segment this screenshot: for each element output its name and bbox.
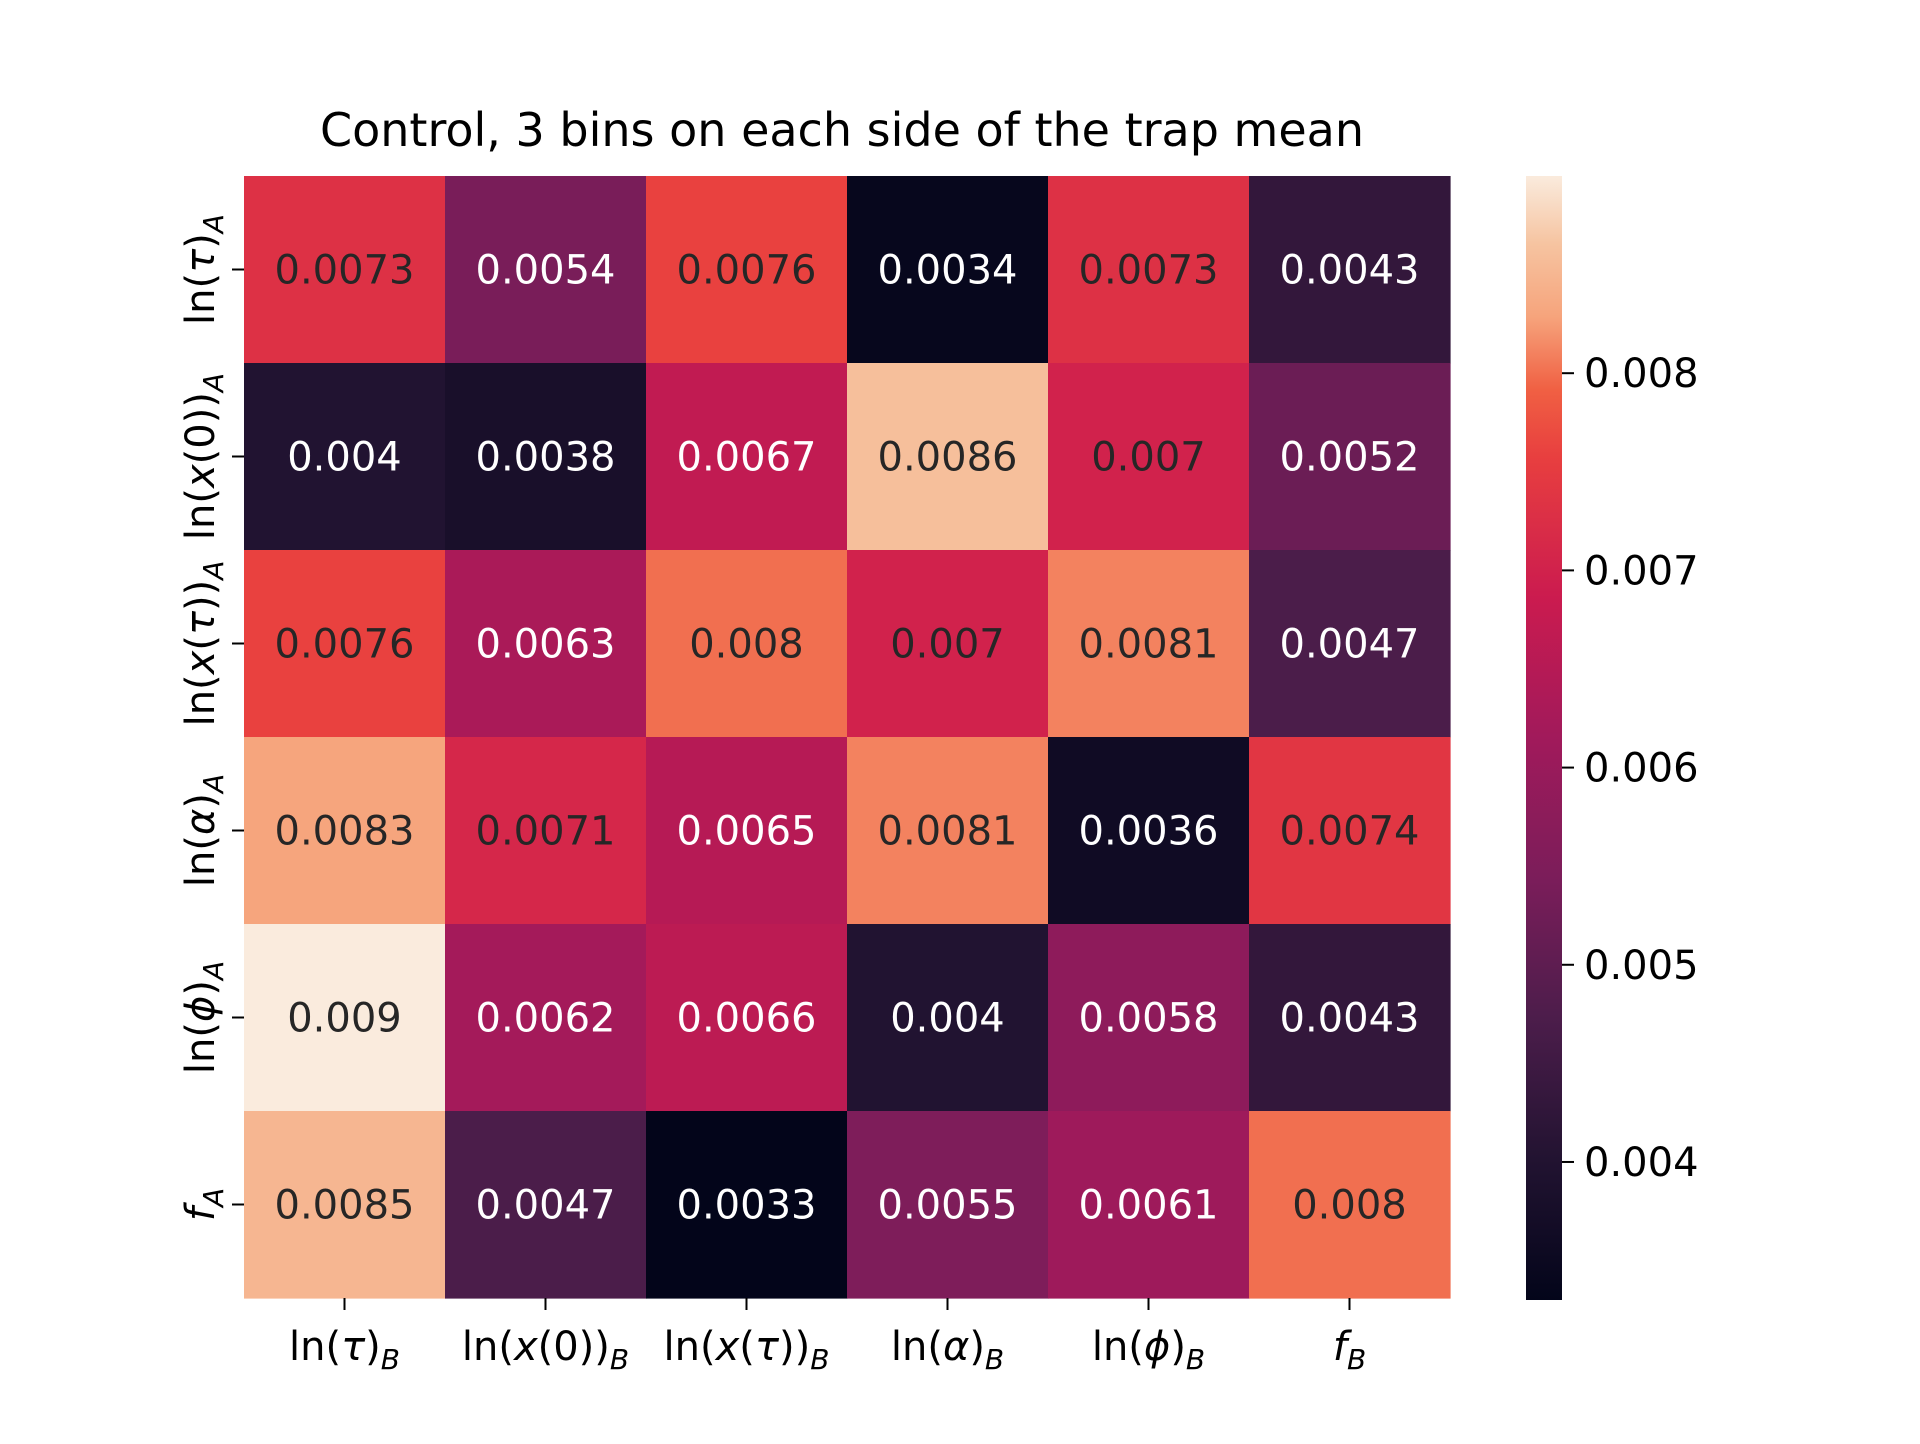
heatmap-cell <box>646 550 848 738</box>
heatmap-cell <box>1048 176 1250 364</box>
cell-value-label: 0.0038 <box>476 435 616 481</box>
x-tick-label: ln(ϕ)B <box>1092 1324 1205 1376</box>
heatmap-cells: 0.0073 0.0054 0.0076 0.0034 0.0073 0.0043 0.00… <box>244 176 1451 1299</box>
heatmap-cell <box>244 737 446 925</box>
cell-value-label: 0.0043 <box>1280 248 1420 294</box>
cell-value-label: 0.0052 <box>1280 435 1420 481</box>
heatmap-cell <box>847 924 1049 1112</box>
chart-title: Control, 3 bins on each side of the trap… <box>320 103 1364 157</box>
heatmap-cell <box>445 737 647 925</box>
cell-value-label: 0.0036 <box>1079 809 1219 855</box>
cell-value-label: 0.0074 <box>1280 809 1420 855</box>
cell-value-label: 0.0073 <box>1079 248 1219 294</box>
cell-value-label: 0.0076 <box>677 248 817 294</box>
cell-value-label: 0.0047 <box>1280 622 1420 668</box>
heatmap-cell <box>244 924 446 1112</box>
cell-value-label: 0.0047 <box>476 1183 616 1229</box>
heatmap-cell <box>244 176 446 364</box>
y-tick-label: ln(α)A <box>178 774 230 887</box>
cell-value-label: 0.008 <box>689 622 804 668</box>
y-tick-label: ln(τ)A <box>178 214 230 325</box>
cell-value-label: 0.0034 <box>878 248 1018 294</box>
cell-value-label: 0.0055 <box>878 1183 1018 1229</box>
y-tick-label: ln(x(τ))A <box>178 561 230 727</box>
heatmap-cell <box>1048 924 1250 1112</box>
heatmap-cell <box>847 1111 1049 1299</box>
cell-value-label: 0.0081 <box>1079 622 1219 668</box>
y-tick-label: ln(ϕ)A <box>178 961 230 1074</box>
colorbar-tick-label: 0.005 <box>1584 943 1699 989</box>
heatmap-cell <box>646 924 848 1112</box>
heatmap-cell <box>1048 363 1250 551</box>
heatmap-cell <box>1249 176 1451 364</box>
heatmap-cell <box>1249 924 1451 1112</box>
heatmap-cell <box>847 550 1049 738</box>
cell-value-label: 0.0065 <box>677 809 817 855</box>
cell-value-label: 0.0083 <box>275 809 415 855</box>
cell-value-label: 0.0054 <box>476 248 616 294</box>
cell-value-label: 0.0061 <box>1079 1183 1219 1229</box>
heatmap-cell <box>445 1111 647 1299</box>
cell-value-label: 0.007 <box>1091 435 1206 481</box>
colorbar-tick-label: 0.008 <box>1584 351 1699 397</box>
heatmap-cell <box>1249 737 1451 925</box>
heatmap-cell <box>1249 363 1451 551</box>
cell-value-label: 0.0043 <box>1280 996 1420 1042</box>
x-tick-label: ln(x(τ))B <box>664 1324 830 1376</box>
cell-value-label: 0.004 <box>890 996 1005 1042</box>
cell-value-label: 0.0071 <box>476 809 616 855</box>
cell-value-label: 0.009 <box>287 996 402 1042</box>
heatmap-cell <box>244 363 446 551</box>
heatmap-cell <box>646 363 848 551</box>
heatmap-cell <box>244 1111 446 1299</box>
heatmap-cell <box>646 1111 848 1299</box>
x-tick-label: fB <box>1333 1324 1366 1376</box>
cell-value-label: 0.004 <box>287 435 402 481</box>
heatmap-cell <box>445 550 647 738</box>
y-axis: ln(τ)A ln(x(0))A ln(x(τ))A ln(α)A ln(ϕ)A fA <box>178 214 244 1221</box>
x-axis: ln(τ)B ln(x(0))B ln(x(τ))B ln(α)B ln(ϕ)B fB <box>289 1298 1366 1376</box>
cell-value-label: 0.0062 <box>476 996 616 1042</box>
heatmap-cell <box>847 737 1049 925</box>
cell-value-label: 0.0033 <box>677 1183 817 1229</box>
cell-value-label: 0.007 <box>890 622 1005 668</box>
colorbar <box>1526 176 1562 1300</box>
y-tick-label: fA <box>178 1188 230 1221</box>
heatmap-cell <box>244 550 446 738</box>
heatmap-cell <box>1048 1111 1250 1299</box>
heatmap-cell <box>1048 737 1250 925</box>
colorbar-tick-label: 0.004 <box>1584 1140 1699 1186</box>
heatmap-cell <box>646 176 848 364</box>
heatmap-cell <box>1048 550 1250 738</box>
heatmap-cell <box>847 363 1049 551</box>
cell-value-label: 0.0076 <box>275 622 415 668</box>
x-tick-label: ln(τ)B <box>289 1324 400 1376</box>
heatmap-cell <box>445 176 647 364</box>
heatmap-cell <box>1249 550 1451 738</box>
heatmap-cell <box>445 924 647 1112</box>
heatmap-cell <box>445 363 647 551</box>
cell-value-label: 0.0063 <box>476 622 616 668</box>
cell-value-label: 0.0081 <box>878 809 1018 855</box>
cell-value-label: 0.0058 <box>1079 996 1219 1042</box>
cell-value-label: 0.008 <box>1292 1183 1407 1229</box>
cell-value-label: 0.0073 <box>275 248 415 294</box>
colorbar-tick-label: 0.007 <box>1584 548 1699 594</box>
heatmap-cell <box>847 176 1049 364</box>
y-tick-label: ln(x(0))A <box>178 373 230 540</box>
x-tick-label: ln(x(0))B <box>462 1324 629 1376</box>
cell-value-label: 0.0086 <box>878 435 1018 481</box>
heatmap-cell <box>646 737 848 925</box>
heatmap-cell <box>1249 1111 1451 1299</box>
colorbar-ticks: 0.004 0.005 0.006 0.007 0.008 <box>1562 351 1699 1186</box>
colorbar-tick-label: 0.006 <box>1584 746 1699 792</box>
cell-value-label: 0.0085 <box>275 1183 415 1229</box>
x-tick-label: ln(α)B <box>891 1324 1004 1376</box>
cell-value-label: 0.0066 <box>677 996 817 1042</box>
cell-value-label: 0.0067 <box>677 435 817 481</box>
